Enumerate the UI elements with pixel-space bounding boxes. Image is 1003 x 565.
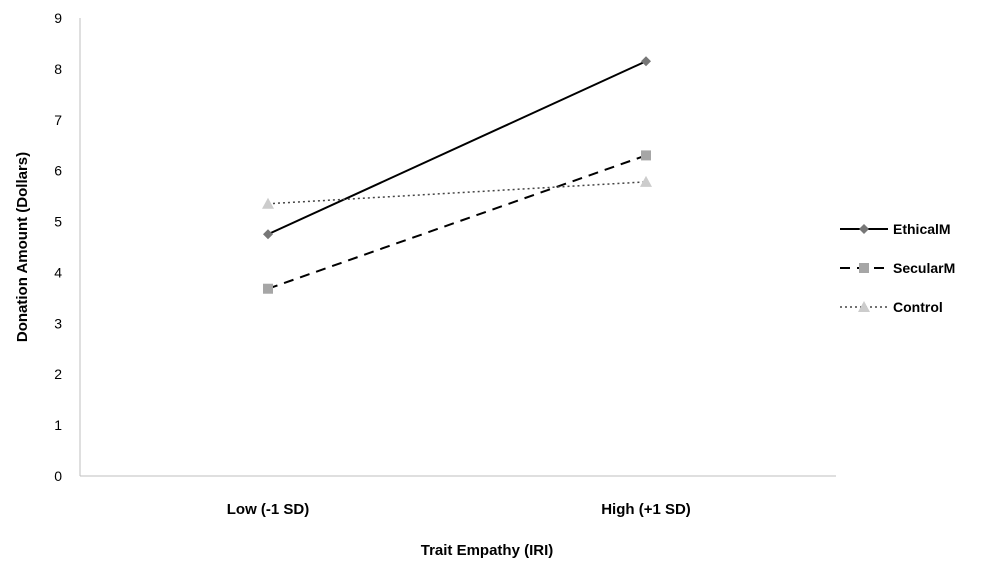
x-tick-label: High (+1 SD) (601, 501, 691, 518)
legend-item-ethicalm: EthicalM (840, 221, 951, 237)
y-tick-label: 4 (54, 264, 62, 280)
data-point-secularm (641, 150, 651, 161)
series-markers (262, 56, 652, 294)
series-lines (267, 60, 647, 290)
legend-marker (859, 263, 869, 273)
plot-area (79, 18, 836, 477)
x-tick-labels: Low (-1 SD) High (+1 SD) (227, 501, 691, 518)
data-point-secularm (263, 283, 273, 294)
y-tick-label: 1 (54, 417, 62, 433)
x-axis-title: Trait Empathy (IRI) (421, 542, 554, 559)
data-point-ethicalm (641, 56, 651, 67)
legend-label: EthicalM (893, 221, 951, 237)
data-point-ethicalm (263, 229, 273, 240)
y-tick-label: 2 (54, 366, 62, 382)
y-axis-title: Donation Amount (Dollars) (14, 152, 31, 342)
data-point-control (640, 175, 652, 187)
legend: EthicalM SecularM Control (840, 221, 955, 315)
y-tick-label: 8 (54, 61, 62, 77)
legend-label: Control (893, 299, 943, 315)
y-tick-label: 6 (54, 163, 62, 179)
legend-item-secularm: SecularM (840, 260, 955, 276)
series-line-control (267, 181, 647, 205)
legend-label: SecularM (893, 260, 955, 276)
legend-marker (858, 301, 870, 312)
y-tick-label: 3 (54, 315, 62, 331)
y-tick-label: 0 (54, 468, 62, 484)
y-tick-label: 5 (54, 214, 62, 230)
y-tick-label: 9 (54, 10, 62, 26)
data-point-control (262, 197, 274, 209)
series-line-ethicalm (267, 60, 647, 236)
y-tick-labels: 0 1 2 3 4 5 6 7 8 9 (54, 10, 62, 484)
x-tick-label: Low (-1 SD) (227, 501, 310, 518)
y-tick-label: 7 (54, 112, 62, 128)
legend-marker (859, 224, 869, 234)
series-line-secularm (267, 154, 647, 290)
legend-item-control: Control (840, 299, 943, 315)
